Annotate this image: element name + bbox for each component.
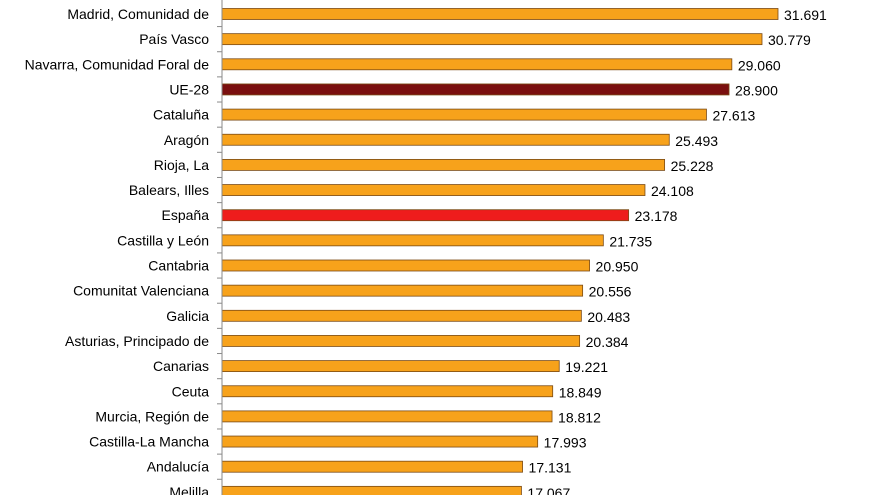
category-label: Cataluña [153, 107, 209, 123]
value-label: 20.556 [589, 284, 632, 300]
bar [221, 309, 582, 322]
value-label: 24.108 [651, 183, 694, 199]
bar [221, 33, 763, 46]
category-label: Rioja, La [154, 157, 209, 173]
category-label: Ceuta [172, 383, 210, 399]
bar [221, 8, 779, 20]
bar [221, 435, 539, 448]
value-label: 17.131 [529, 460, 572, 476]
value-label: 23.178 [635, 208, 678, 224]
category-label: Cantabria [148, 258, 209, 274]
bar [221, 158, 666, 171]
bar [221, 360, 560, 373]
bar [221, 335, 581, 347]
value-label: 21.735 [609, 233, 652, 249]
category-label: Galicia [166, 308, 209, 324]
value-label: 18.849 [559, 384, 602, 400]
category-label: España [162, 207, 210, 223]
labels-layer: Madrid, Comunidad de 31.691 País Vasco 30.7… [25, 6, 827, 495]
value-label: 17.067 [527, 485, 570, 495]
category-label: Melilla [169, 484, 209, 495]
bar [221, 460, 523, 473]
value-label: 20.384 [586, 334, 629, 350]
value-label: 30.779 [768, 32, 811, 48]
category-label: Navarra, Comunidad Foral de [25, 56, 210, 72]
bar [221, 284, 584, 297]
value-label: 29.060 [738, 57, 781, 73]
category-label: Comunitat Valenciana [73, 283, 209, 299]
value-label: 31.691 [784, 7, 827, 23]
category-label: Aragón [164, 132, 209, 148]
category-label: Andalucía [147, 459, 209, 475]
bar [221, 410, 553, 423]
value-label: 25.493 [675, 133, 718, 149]
value-label: 20.950 [596, 259, 639, 275]
category-label: Asturias, Principado de [65, 333, 209, 349]
category-label: Canarias [153, 358, 209, 374]
bar [221, 485, 522, 495]
category-label: Murcia, Región de [95, 408, 209, 424]
bars-layer [217, 8, 779, 495]
category-label: Madrid, Comunidad de [67, 6, 209, 22]
bar [221, 385, 554, 398]
bar [221, 83, 730, 96]
bar [221, 259, 590, 272]
bar [221, 58, 733, 71]
value-label: 20.483 [587, 309, 630, 325]
bar [221, 209, 630, 222]
value-label: 19.221 [565, 359, 608, 375]
value-label: 28.900 [735, 82, 778, 98]
category-label: UE-28 [169, 81, 209, 97]
bar [221, 184, 646, 196]
value-label: 25.228 [671, 158, 714, 174]
category-label: Castilla y León [117, 232, 209, 248]
category-label: Castilla-La Mancha [89, 434, 209, 450]
value-label: 18.812 [558, 409, 601, 425]
value-label: 27.613 [712, 108, 755, 124]
bar [221, 108, 707, 121]
category-label: País Vasco [139, 31, 209, 47]
bar [221, 234, 604, 247]
category-label: Balears, Illes [129, 182, 209, 198]
value-label: 17.993 [544, 435, 587, 451]
bar [221, 133, 670, 146]
